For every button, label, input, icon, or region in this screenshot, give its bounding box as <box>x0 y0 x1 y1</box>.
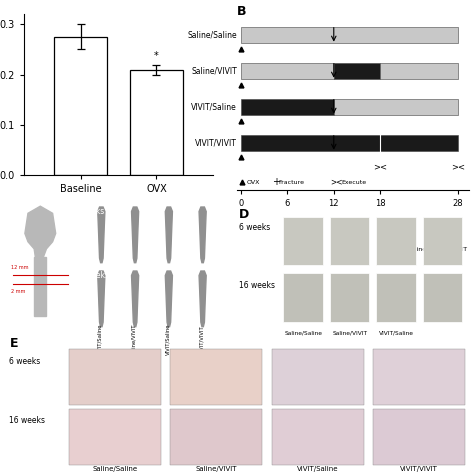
Polygon shape <box>34 257 46 317</box>
Text: D: D <box>239 208 250 221</box>
Text: VIVIT/VIVIT: VIVIT/VIVIT <box>195 138 237 147</box>
Polygon shape <box>165 207 173 263</box>
Text: 2 mm: 2 mm <box>11 289 26 294</box>
Text: B: B <box>237 5 246 18</box>
Bar <box>272 409 364 465</box>
Text: Saline/VIVIT: Saline/VIVIT <box>191 66 237 75</box>
Text: 12 mm: 12 mm <box>11 265 29 270</box>
Bar <box>69 409 161 465</box>
Bar <box>380 63 457 79</box>
Bar <box>241 63 334 79</box>
Bar <box>334 63 380 79</box>
Bar <box>241 99 334 115</box>
Polygon shape <box>199 207 206 263</box>
Text: *: * <box>154 51 159 61</box>
Text: VIVIT/Saline: VIVIT/Saline <box>98 324 103 355</box>
Bar <box>423 217 462 265</box>
Text: VIVIT/VIVIT: VIVIT/VIVIT <box>199 325 204 354</box>
Polygon shape <box>131 271 138 327</box>
Polygon shape <box>98 271 105 327</box>
Text: VIVIT/Saline: VIVIT/Saline <box>297 465 338 472</box>
Text: OVX: OVX <box>247 180 260 185</box>
Bar <box>334 99 457 115</box>
Text: ><: >< <box>330 178 342 187</box>
Polygon shape <box>25 206 55 261</box>
Bar <box>241 135 458 151</box>
Text: Saline/Saline: Saline/Saline <box>92 465 138 472</box>
Polygon shape <box>131 207 138 263</box>
Bar <box>283 217 323 265</box>
Bar <box>376 217 416 265</box>
Bar <box>330 273 369 321</box>
Text: 6 weeks: 6 weeks <box>9 356 41 365</box>
Text: Saline/VIVIT: Saline/VIVIT <box>332 330 367 336</box>
Text: Saline/VIVIT: Saline/VIVIT <box>131 324 137 355</box>
Bar <box>69 349 161 405</box>
Bar <box>54 37 107 175</box>
Text: VIVIT/Saline: VIVIT/Saline <box>191 102 237 111</box>
Bar <box>330 217 369 265</box>
Polygon shape <box>98 207 105 263</box>
Bar <box>130 70 183 175</box>
Bar <box>170 409 262 465</box>
Text: 16 weeks: 16 weeks <box>73 271 109 280</box>
Bar <box>170 349 262 405</box>
Text: VIVIT/VIVIT: VIVIT/VIVIT <box>400 465 438 472</box>
Text: +: + <box>272 177 280 187</box>
Text: Saline/Saline: Saline/Saline <box>284 330 322 336</box>
Bar <box>423 273 462 321</box>
Text: Saline/Saline: Saline/Saline <box>187 30 237 39</box>
Text: 16 weeks: 16 weeks <box>9 416 46 425</box>
Text: VIVIT/Saline: VIVIT/Saline <box>165 324 170 355</box>
Text: ><: >< <box>373 163 387 172</box>
Text: 6 weeks: 6 weeks <box>239 223 271 232</box>
Polygon shape <box>199 271 206 327</box>
Bar <box>373 349 465 405</box>
Text: 16 weeks: 16 weeks <box>239 281 275 290</box>
Text: Fracture: Fracture <box>278 180 304 185</box>
Polygon shape <box>165 271 173 327</box>
Text: VIVIT/Saline: VIVIT/Saline <box>379 330 414 336</box>
Bar <box>283 273 323 321</box>
Text: Saline/VIVIT: Saline/VIVIT <box>196 465 237 472</box>
Bar <box>272 349 364 405</box>
Text: 6 weeks: 6 weeks <box>73 207 104 216</box>
Legend: Saline, VIVIT: Saline, VIVIT <box>393 245 471 255</box>
Text: ><: >< <box>451 163 465 172</box>
Bar <box>241 27 458 43</box>
Bar <box>373 409 465 465</box>
Text: E: E <box>9 337 18 349</box>
Text: Execute: Execute <box>341 180 367 185</box>
Bar <box>376 273 416 321</box>
